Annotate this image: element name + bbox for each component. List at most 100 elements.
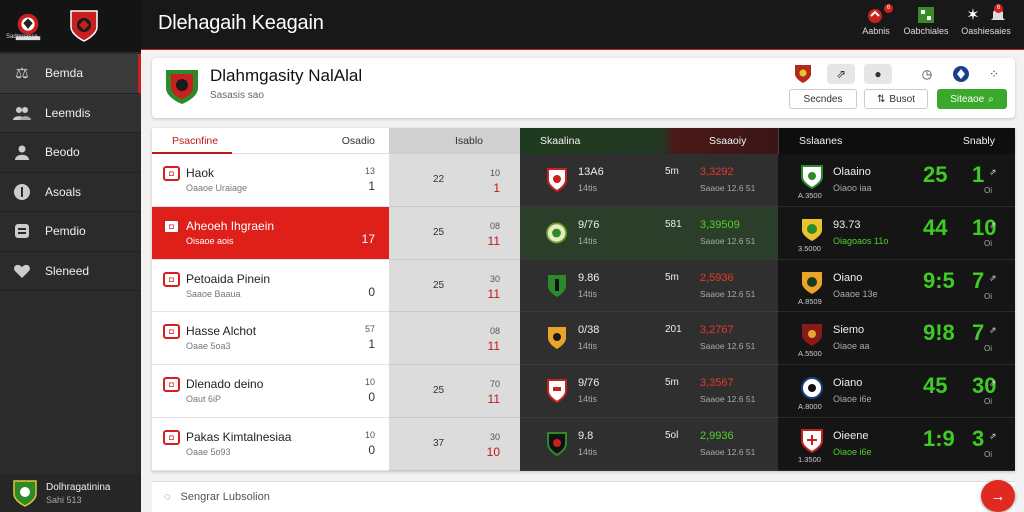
table-row[interactable]: ◘ Petoaida Pinein Saaoe Baaua 0 <box>152 260 389 313</box>
header-team[interactable]: Sslaanes <box>799 135 843 147</box>
player-sub: Oaae 5o93 <box>186 446 231 457</box>
table-row[interactable]: 25 08 11 <box>389 207 520 260</box>
club-logo[interactable] <box>12 9 44 43</box>
primary-action-button[interactable]: Siteaoe ⌕ <box>937 89 1007 109</box>
team-sub: Oiaoo iaa <box>833 183 872 193</box>
profile-button[interactable]: ● <box>864 64 892 84</box>
trend-icon: ⇗ <box>989 430 997 441</box>
stat-highlight: 11 <box>487 286 500 301</box>
table-row[interactable]: 9.86 14tis 5m 2,5936 Saaoe 12.6 51 <box>520 260 778 313</box>
player-name: Dlenado deino <box>186 377 264 392</box>
next-button[interactable]: → <box>981 480 1015 512</box>
column-header: Sslaanes Snably <box>778 128 1015 154</box>
match-count: 581 <box>665 218 682 230</box>
more-button[interactable]: ⁘ <box>983 64 1005 84</box>
stat-highlight: 11 <box>487 339 500 354</box>
table-row[interactable]: 9.8 14tis 5ol 2,9936 Saaoe 12.6 51 <box>520 418 778 471</box>
header-result[interactable]: Snably <box>962 135 995 147</box>
result-score: 25 <box>923 162 948 187</box>
table-row[interactable]: 13A6 14tis 5m 3,3292 Saaoe 12.6 51 <box>520 154 778 207</box>
table-row[interactable]: A.8000 Oiano Oiaoe i6e 45 30 ⇗ Oi <box>778 365 1015 418</box>
team-name: Olaaino <box>833 166 871 178</box>
match-value: 0/38 <box>578 324 600 337</box>
stat-highlight: 11 <box>487 233 500 248</box>
player-value-top: 10 <box>364 429 375 440</box>
table-row[interactable]: 9/76 14tis 5m 3,3567 Saaoe 12.6 51 <box>520 365 778 418</box>
match-score: 3,39509 <box>700 218 740 231</box>
table-row[interactable]: ◘ Haok Oaaoe Uraiage 13 1 <box>152 154 389 207</box>
table-row[interactable]: ◘ Aheoeh Ihgraein Oisaoe aois 17 <box>152 206 389 260</box>
table-row[interactable]: A.5500 Siemo Oiaoe aa 9!8 7 ⇗ Oi <box>778 312 1015 366</box>
match-count: 5m <box>665 377 679 389</box>
sidebar-item-bemda[interactable]: ⚖ Bemda <box>0 54 141 94</box>
result-rank: 7 <box>972 267 985 293</box>
club-shield-button[interactable] <box>792 64 814 84</box>
sidebar-item-pemdio[interactable]: Pemdio <box>0 212 141 252</box>
filter-button[interactable]: ⇅ Busot <box>864 89 928 109</box>
club-logo-button[interactable] <box>950 64 972 84</box>
clock-button[interactable]: ◷ <box>916 64 938 84</box>
bottom-bar[interactable]: ◌ Sengrar Lubsolion <box>152 481 1015 512</box>
topbar-action-3[interactable]: ✶ 6 Oashiesaies <box>955 4 1017 36</box>
table-row[interactable]: 22 10 1 <box>389 154 520 207</box>
match-score: 2,5936 <box>700 271 734 284</box>
team-crest-icon <box>800 270 824 296</box>
sidebar-footer[interactable]: Dolhragatinina Sahi 513 <box>0 474 141 512</box>
notification-badge: 6 <box>884 4 893 13</box>
header-match[interactable]: Skaalina <box>540 135 581 147</box>
header-player[interactable]: Psacnfine <box>172 134 219 147</box>
player-value: 1 <box>368 179 375 193</box>
sidebar-item-label: Bemda <box>45 66 84 81</box>
table-row[interactable]: 37 30 10 <box>389 418 520 471</box>
page-subtitle: Sasasis sao <box>210 90 264 101</box>
match-sub: 14tis <box>578 235 598 246</box>
table-row[interactable]: 25 70 11 <box>389 365 520 418</box>
header-stats[interactable]: Isablo <box>455 135 484 147</box>
player-name: Haok <box>186 166 215 180</box>
table-row[interactable]: 9/76 14tis 581 3,39509 Saaoe 12.6 51 <box>520 206 778 260</box>
sidebar-item-sleneed[interactable]: Sleneed <box>0 252 141 291</box>
stat-small: 30 <box>489 431 500 442</box>
table-row[interactable]: A.8509 Oiano Oaaoe 13e 9:5 7 ⇗ Oi <box>778 260 1015 313</box>
grid-dots-icon: ⁘ <box>988 67 1000 81</box>
button-label: Siteaoe <box>950 93 985 105</box>
table-row[interactable]: ◘ Dlenado deino Oaut 6iP 10 0 <box>152 365 389 418</box>
result-sub: Oi <box>984 449 992 459</box>
player-column: Psacnfine Osadio ◘ Haok Oaaoe Uraiage 13… <box>152 128 389 471</box>
table-row[interactable]: 0/38 14tis 201 3,2767 Saaoe 12.6 51 <box>520 312 778 366</box>
match-detail: Saaoe 12.6 51 <box>700 288 756 299</box>
topbar-action-2[interactable]: Oabchiales <box>895 4 957 36</box>
footer-sub: Sahi 513 <box>46 494 82 505</box>
match-score: 3,3567 <box>700 377 734 390</box>
result-sub: Oi <box>984 397 992 407</box>
header-score[interactable]: Ssaaoiy <box>709 135 747 147</box>
table-row[interactable]: 3.5000 93.73 Oiagoaos 11o 44 10 ⇗ Oi <box>778 207 1015 260</box>
table-row[interactable]: 1.3500 Oieene Oiaoe i6e 1:9 3 ⇗ Oi <box>778 418 1015 471</box>
match-value: 9.8 <box>578 429 594 442</box>
bottom-label: Sengrar Lubsolion <box>180 491 270 503</box>
match-count: 5ol <box>665 429 679 441</box>
secondary-button[interactable]: Secndes <box>789 89 857 109</box>
table-row[interactable]: ◘ Hasse Alchot Oaae 5oa3 57 1 <box>152 312 389 366</box>
sidebar-item-beodo[interactable]: Beodo <box>0 133 141 173</box>
grid-icon <box>918 7 934 23</box>
chart-button[interactable]: ⇗ <box>827 64 855 84</box>
result-rank: 7 <box>972 320 985 346</box>
page-title: Dlahmgasity NalAlal <box>210 66 363 85</box>
header-sort[interactable]: Osadio <box>341 134 375 147</box>
stat-small: 08 <box>489 326 500 337</box>
team-badge-icon <box>546 326 567 350</box>
table-row[interactable]: 08 11 <box>389 312 520 366</box>
table-row[interactable]: 25 30 11 <box>389 260 520 313</box>
match-score: 2,9936 <box>700 429 734 442</box>
globe-icon <box>953 66 969 82</box>
trend-icon: ⇗ <box>989 219 997 230</box>
result-rank: 3 <box>972 425 985 451</box>
topbar-action-1[interactable]: 6 Aabnis <box>845 4 907 36</box>
sidebar-item-asoals[interactable]: Asoals <box>0 173 141 212</box>
table-row[interactable]: ◘ Pakas Kimtalnesiaa Oaae 5o93 10 0 <box>152 418 389 471</box>
result-rank: 10 <box>972 214 997 240</box>
sidebar-item-leemdis[interactable]: Leemdis <box>0 93 141 133</box>
shield-logo[interactable] <box>68 9 100 43</box>
table-row[interactable]: A.3500 Olaaino Oiaoo iaa 25 1 ⇗ Oi <box>778 154 1015 207</box>
